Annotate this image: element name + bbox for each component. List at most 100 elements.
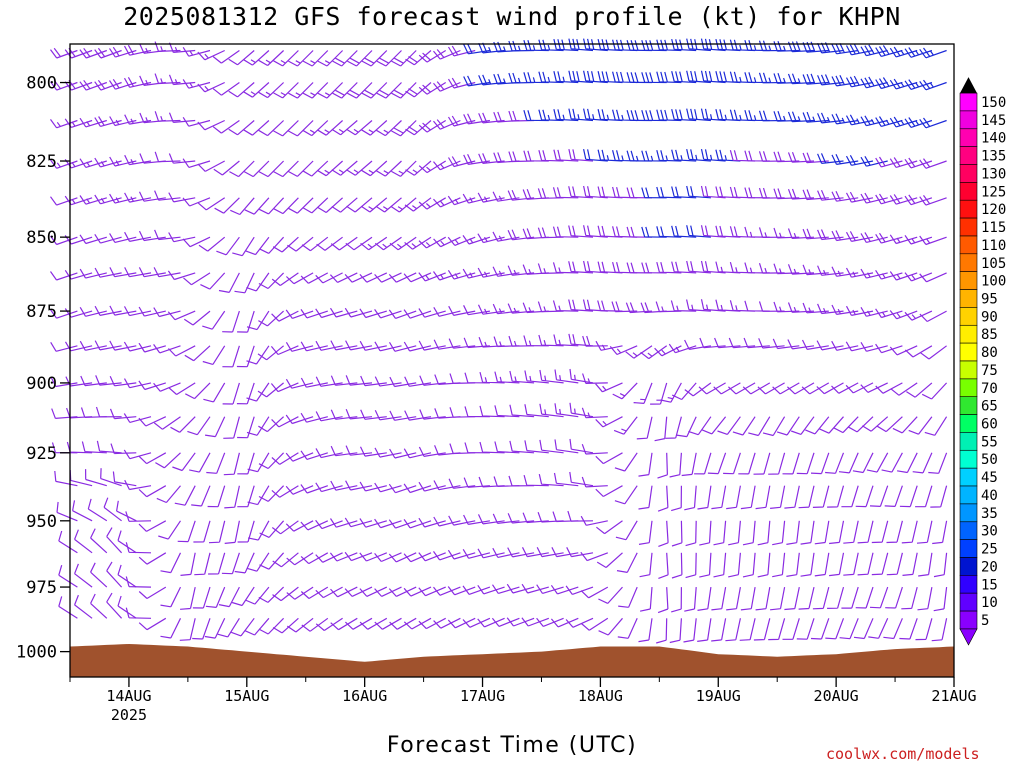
wind-barb xyxy=(222,382,240,405)
wind-barb xyxy=(183,272,211,286)
colorbar-label: 120 xyxy=(981,202,1006,218)
wind-barb xyxy=(109,376,137,387)
wind-barb xyxy=(536,584,564,594)
wind-barb xyxy=(79,79,108,91)
wind-barb xyxy=(374,309,402,319)
y-tick-label: 925 xyxy=(26,444,57,464)
wind-barb xyxy=(258,310,285,327)
wind-barb xyxy=(881,452,903,473)
wind-barb xyxy=(198,236,226,252)
wind-barb xyxy=(723,452,741,475)
wind-barb xyxy=(331,120,358,136)
wind-barb xyxy=(50,47,78,59)
wind-barb xyxy=(786,382,815,395)
wind-barb xyxy=(106,527,123,554)
colorbar-swatch xyxy=(959,164,978,183)
wind-barb xyxy=(831,190,859,202)
wind-barb xyxy=(258,272,285,290)
colorbar-swatch xyxy=(959,342,978,362)
wind-barb xyxy=(641,226,667,238)
wind-barb xyxy=(583,70,608,84)
wind-barb xyxy=(732,416,756,436)
wind-barb xyxy=(433,516,461,527)
wind-barb xyxy=(772,382,800,395)
wind-barb xyxy=(258,160,285,178)
wind-barb xyxy=(389,410,417,421)
wind-barb xyxy=(748,416,771,437)
wind-barb xyxy=(671,71,697,84)
wind-barb xyxy=(259,236,285,254)
wind-barb xyxy=(243,50,270,66)
wind-barb xyxy=(72,500,93,522)
wind-barb xyxy=(223,416,240,439)
wind-barb xyxy=(684,587,697,612)
colorbar-label: 40 xyxy=(981,488,998,504)
plot-frame xyxy=(69,43,955,678)
wind-barb xyxy=(839,618,859,640)
wind-barb xyxy=(613,416,638,435)
wind-barb xyxy=(81,441,107,454)
wind-barb xyxy=(814,520,830,545)
wind-barb xyxy=(124,154,152,166)
wind-barb xyxy=(388,309,417,319)
wind-barb xyxy=(346,197,373,213)
wind-barb xyxy=(757,382,785,395)
wind-barb xyxy=(595,452,623,465)
wind-barb xyxy=(243,160,270,178)
wind-barb xyxy=(245,586,270,605)
wind-barb xyxy=(123,306,152,317)
wind-barb xyxy=(317,50,344,67)
wind-barb xyxy=(330,445,358,457)
wind-barb xyxy=(845,191,874,203)
x-tick-label: 19AUG xyxy=(696,687,741,705)
wind-barb xyxy=(829,520,845,545)
wind-barb xyxy=(258,586,285,603)
wind-barb xyxy=(376,160,402,177)
wind-barb xyxy=(345,408,373,420)
wind-barb xyxy=(448,515,476,526)
colorbar-swatch xyxy=(959,182,978,201)
x-tick-label: 17AUG xyxy=(460,687,505,705)
wind-barb xyxy=(271,485,299,498)
wind-barb xyxy=(462,617,491,628)
wind-barb xyxy=(359,617,388,630)
wind-barb xyxy=(332,82,358,99)
wind-barb xyxy=(831,113,859,125)
wind-barb xyxy=(904,310,933,321)
wind-barb xyxy=(685,520,697,547)
wind-barb xyxy=(208,552,226,575)
colorbar-swatch xyxy=(959,557,978,576)
wind-barb xyxy=(315,552,343,563)
wind-barb xyxy=(802,73,829,85)
wind-barb xyxy=(117,530,137,554)
wind-barb xyxy=(773,73,800,84)
wind-barb xyxy=(897,452,918,474)
wind-barb xyxy=(79,158,107,168)
wind-barb xyxy=(462,235,491,245)
wind-barb xyxy=(344,307,373,318)
wind-barb xyxy=(246,382,270,402)
wind-barb xyxy=(538,150,564,162)
wind-barb xyxy=(330,480,358,491)
wind-barb xyxy=(213,160,240,176)
wind-barb xyxy=(224,485,240,509)
wind-barb xyxy=(885,586,903,609)
wind-barb xyxy=(831,382,859,394)
wind-barb xyxy=(376,82,402,99)
wind-barb xyxy=(50,159,78,169)
wind-barb xyxy=(889,310,918,320)
wind-barb xyxy=(762,416,786,437)
wind-barb xyxy=(462,268,491,279)
wind-barb xyxy=(656,226,682,238)
wind-barb xyxy=(160,552,182,574)
wind-barb xyxy=(715,149,741,162)
wind-barb xyxy=(757,552,771,578)
wind-barb xyxy=(581,407,608,419)
wind-barb xyxy=(447,236,476,246)
colorbar-swatch xyxy=(959,110,978,130)
wind-barb xyxy=(272,586,299,602)
wind-barb xyxy=(197,119,225,131)
wind-barb xyxy=(206,452,226,474)
wind-barb xyxy=(800,552,815,577)
wind-barb xyxy=(403,586,432,597)
